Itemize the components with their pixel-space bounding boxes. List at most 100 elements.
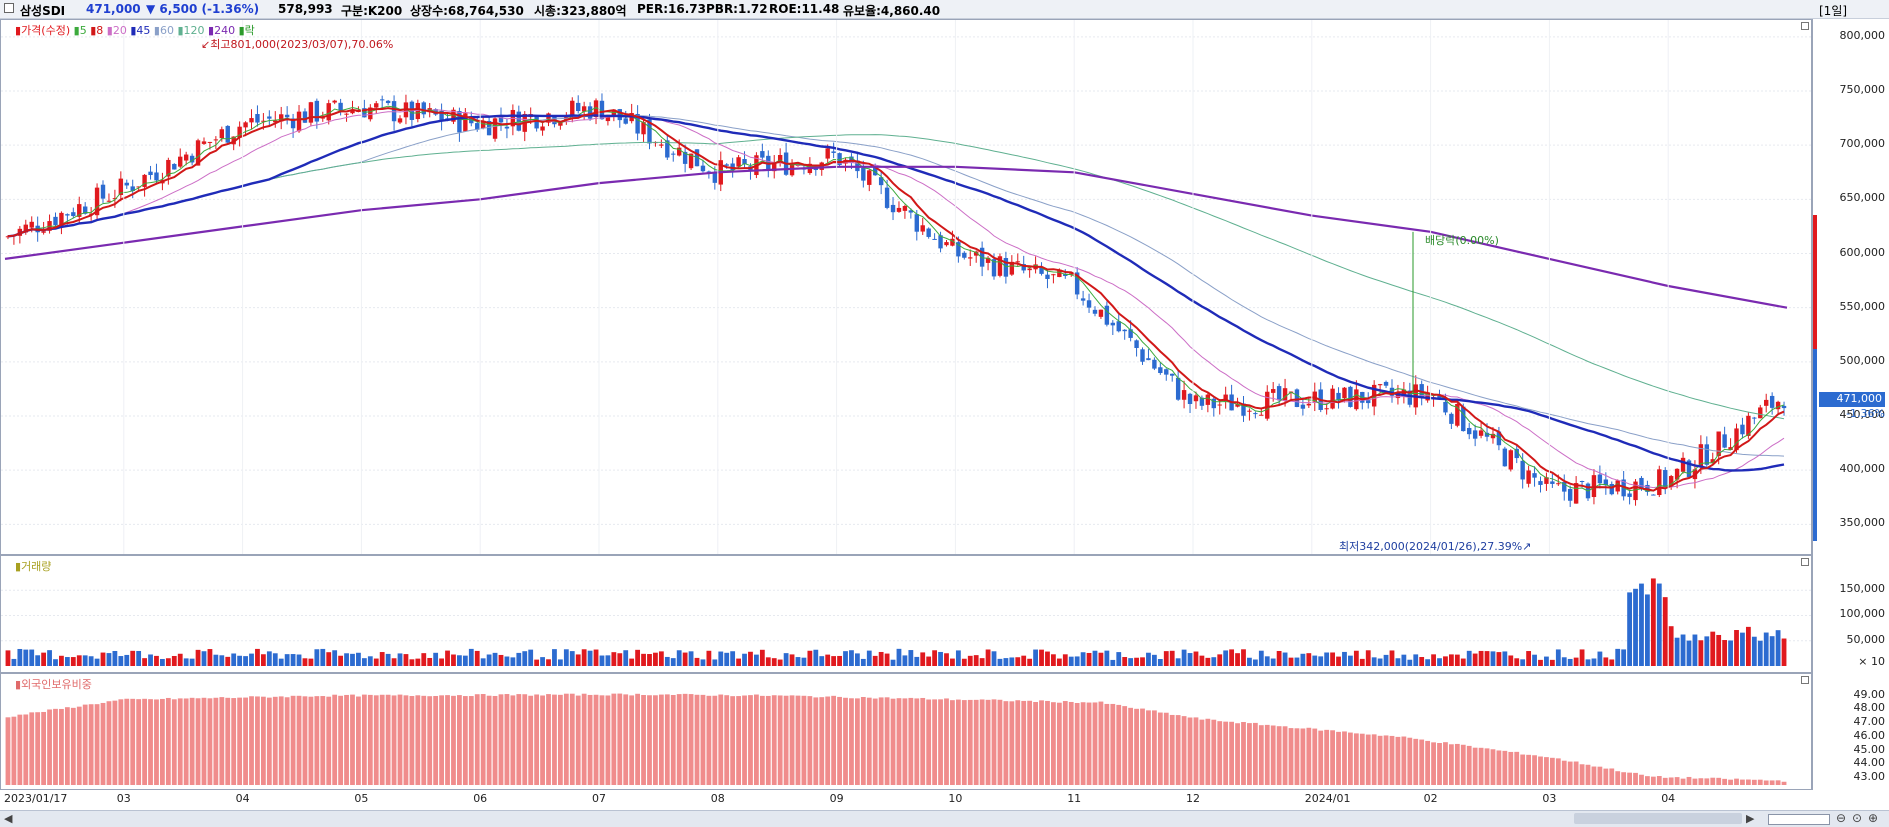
foreign-bar [326,696,332,785]
zoom-reset-icon[interactable]: ⊙ [1852,811,1863,825]
volume-bar [1728,640,1733,666]
foreign-bar [1348,732,1353,785]
price-axis-tick: 800,000 [1839,28,1886,42]
volume-bar [1448,654,1454,666]
foreign-bar [445,695,450,785]
foreign-bar [94,704,100,785]
foreign-bar [754,694,759,785]
period-button[interactable]: [1일] [1819,4,1848,18]
price-axis-tick: 400,000 [1839,462,1886,476]
candle-body [1591,475,1597,498]
foreign-bar [878,697,884,785]
volume-bar [557,659,563,666]
foreign-bar [391,695,397,785]
high-note-text: 최고801,000(2023/03/07),70.06% [210,38,394,51]
volume-bar [629,658,635,666]
volume-bar [213,654,219,666]
candle-body [154,172,159,181]
scroll-bar[interactable]: ◀ ▶ ⊖ ⊙ ⊕ [0,810,1889,827]
foreign-bar [1235,723,1240,785]
candle-body [1164,369,1169,375]
volume-bar [148,654,153,666]
foreign-bar [249,696,254,785]
volume-bar [528,649,534,666]
candle-body [1467,427,1472,435]
foreign-bar [165,697,171,785]
foreign-bar [854,698,860,785]
candle-body [1609,484,1614,495]
candle-body [890,204,896,213]
volume-bar [1662,597,1668,666]
foreign-bar [296,695,302,785]
foreign-legend: ▮외국인보유비중 [15,678,92,691]
foreign-bar [498,694,504,785]
volume-bar [1740,632,1745,666]
volume-bar [1080,652,1086,666]
panel-close-icon[interactable] [1801,558,1809,566]
volume-bar [320,648,326,666]
foreign-bar [284,697,290,785]
foreign-bar [1134,708,1139,785]
volume-bar [1490,651,1496,666]
low-note-text: 최저342,000(2024/01/26),27.39% [1339,540,1523,553]
panel-close-icon[interactable] [1801,676,1809,684]
zoom-out-icon[interactable]: ⊖ [1836,811,1847,825]
foreign-bar [201,697,207,785]
volume-bar [1312,655,1318,666]
foreign-bar [1104,703,1110,785]
foreign-bar [819,697,825,785]
foreign-bar [1401,736,1407,785]
candle-body [641,122,646,135]
volume-bar [415,658,421,666]
volume-bar [1538,659,1543,666]
volume-bar [332,650,338,666]
panel-close-icon[interactable] [1801,22,1809,30]
volume-bar [373,658,379,666]
foreign-bar [979,699,985,785]
volume-bar [801,657,807,666]
foreign-axis-tick: 49.00 [1853,687,1886,701]
volume-bar [1157,659,1163,666]
foreign-bar [1258,725,1264,785]
foreign-bar [973,699,979,785]
zoom-in-icon[interactable]: ⊕ [1868,811,1879,825]
candle-body [1110,322,1116,326]
candle-body [861,167,866,181]
candle-body [1122,329,1127,332]
zoom-slider[interactable] [1768,814,1830,825]
foreign-bar [1781,781,1787,785]
volume-bar [1342,651,1347,666]
foreign-bar [1549,757,1555,785]
scroll-left-icon[interactable]: ◀ [4,812,13,825]
volume-bar [1033,649,1038,666]
volume-axis-tick: 100,000 [1839,607,1886,621]
x-axis-label: 12 [1186,792,1200,805]
volume-bar [961,658,967,666]
x-axis-label: 04 [235,792,250,805]
scroll-right-icon[interactable]: ▶ [1746,812,1755,825]
volume-bar [813,649,819,666]
candle-body [1217,404,1222,406]
volume-scale-note: × 10 [1858,655,1885,668]
candle-body [1514,448,1519,459]
candle-body [243,122,248,128]
scroll-thumb[interactable] [1574,813,1742,824]
volume-bar [278,658,284,666]
candle-body [1449,413,1454,424]
volume-bar [1502,651,1508,666]
volume-bar [700,659,706,666]
foreign-bar [866,697,872,785]
candle-body [1775,401,1781,410]
candle-body [1544,477,1549,484]
volume-bar [17,648,23,666]
foreign-bar [1003,701,1009,785]
candle-body [249,118,254,123]
candle-body [1550,481,1555,484]
candle-body [570,100,575,116]
volume-bar [1692,634,1698,666]
checkbox[interactable] [4,3,14,13]
volume-bar [1193,651,1199,666]
candle-body [1348,386,1353,407]
volume-bar [1128,658,1134,666]
x-axis-label: 09 [829,792,844,805]
